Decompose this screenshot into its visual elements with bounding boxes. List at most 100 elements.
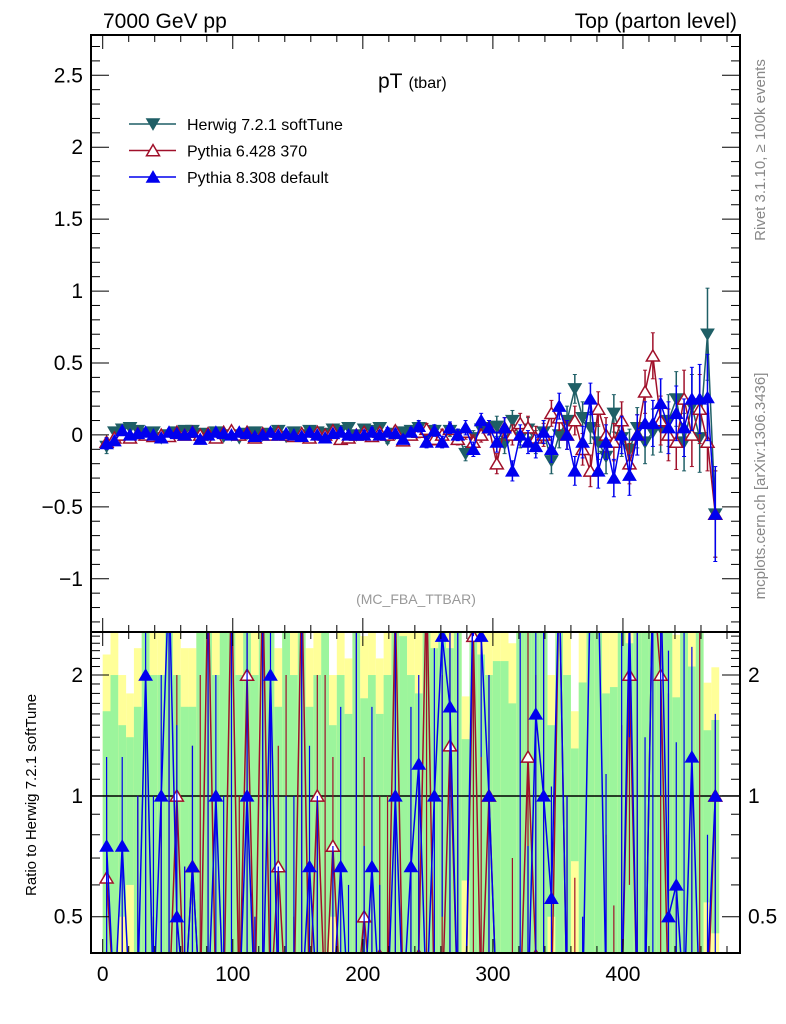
data-point <box>488 456 505 470</box>
header-right: Top (parton level) <box>575 10 737 33</box>
ratio-point <box>426 789 442 802</box>
ratio-point <box>185 859 200 873</box>
ratio-tick-label: 0.5 <box>54 906 83 929</box>
plot-title: pT (tbar) <box>378 70 447 93</box>
ratio-point <box>544 891 559 905</box>
ratio-point <box>208 789 224 802</box>
ratio-band-inner <box>219 632 228 953</box>
legend-marker <box>145 143 161 157</box>
ratio-point <box>668 878 684 891</box>
ratio-plot-frame <box>90 631 741 954</box>
ratio-band-inner <box>344 713 353 953</box>
legend-label: Herwig 7.2.1 softTune <box>187 117 343 134</box>
data-point <box>442 420 458 434</box>
data-point <box>434 435 450 448</box>
ratio-point <box>99 839 114 852</box>
ratio-point <box>302 859 317 873</box>
y-tick-label: 0 <box>71 424 83 447</box>
ratio-point <box>684 750 700 763</box>
ratio-point <box>442 699 458 713</box>
data-point <box>567 464 583 477</box>
data-point <box>364 425 380 438</box>
ratio-band-inner <box>555 632 564 953</box>
data-point <box>450 428 466 441</box>
ratio-point <box>114 839 130 852</box>
data-point <box>395 432 411 445</box>
ratio-point <box>661 909 676 923</box>
ratio-band-inner <box>180 706 189 953</box>
data-point <box>309 428 325 441</box>
ratio-band-inner <box>399 636 408 953</box>
legend-marker <box>145 170 161 183</box>
ratio-y-axis-label: Ratio to Herwig 7.2.1 softTune <box>23 694 40 896</box>
legend-label: Pythia 6.428 370 <box>187 144 307 161</box>
data-point <box>598 435 614 448</box>
plot-title-main: pT <box>378 70 403 93</box>
series-pythia8 <box>99 353 723 563</box>
y-tick-label: 1.5 <box>54 208 83 231</box>
ratio-series-pythia8 <box>99 632 723 953</box>
data-point <box>473 413 489 427</box>
ratio-tick-label: 1 <box>71 785 83 808</box>
data-point <box>239 426 255 440</box>
data-point <box>590 464 606 477</box>
data-point <box>551 399 567 412</box>
legend: Herwig 7.2.1 softTune Pythia 6.428 370 Pyt… <box>129 117 343 187</box>
data-point <box>567 383 583 396</box>
ratio-band-inner <box>609 687 618 953</box>
ratio-band-inner <box>461 739 470 881</box>
ratio-band-inner <box>492 661 501 953</box>
data-point <box>637 384 653 398</box>
data-point <box>185 425 200 438</box>
data-point <box>583 392 598 405</box>
data-point <box>411 419 427 432</box>
ratio-band-inner <box>110 675 119 953</box>
data-point <box>668 406 684 420</box>
x-tick-label: 100 <box>215 963 250 986</box>
data-point <box>684 427 700 441</box>
data-point <box>489 420 505 434</box>
data-point <box>419 435 434 448</box>
legend-label: Pythia 8.308 default <box>187 170 329 187</box>
data-point <box>668 434 685 449</box>
data-point <box>497 420 512 434</box>
ratio-point <box>403 859 419 873</box>
ratio-tick-label-right: 1 <box>748 785 760 808</box>
ratio-point <box>263 668 278 681</box>
data-point <box>606 407 622 421</box>
data-point <box>481 420 497 434</box>
y-tick-label: 0.5 <box>54 352 83 375</box>
y-tick-label: 1 <box>71 280 83 303</box>
side-label-rivet: Rivet 3.1.10, ≥ 100k events <box>752 59 769 241</box>
y-tick-label: −1 <box>59 568 83 591</box>
data-point <box>645 348 661 362</box>
header-left: 7000 GeV pp <box>103 10 227 33</box>
ratio-point <box>411 757 427 770</box>
data-point <box>700 390 715 404</box>
data-point <box>505 414 520 428</box>
data-point <box>466 442 481 456</box>
data-point <box>107 433 122 447</box>
ratio-point <box>153 789 169 802</box>
ratio-point <box>520 749 536 763</box>
data-point <box>387 426 403 440</box>
x-tick-label: 200 <box>345 963 380 986</box>
side-label-mcplots: mcplots.cern.ch [arXiv:1306.3436] <box>752 373 769 600</box>
ratio-point <box>387 789 403 802</box>
data-point <box>489 435 505 448</box>
data-point <box>614 428 630 441</box>
x-tick-label: 400 <box>605 963 640 986</box>
ratio-band-inner <box>250 675 259 953</box>
ratio-band-inner <box>508 703 517 953</box>
data-point <box>700 328 715 342</box>
ratio-point <box>138 668 153 681</box>
data-point <box>302 425 317 438</box>
data-point <box>138 425 153 438</box>
ratio-point <box>707 789 723 802</box>
data-point <box>505 464 520 477</box>
data-point <box>543 406 560 420</box>
ratio-point <box>364 859 380 873</box>
y-tick-label: 2.5 <box>54 64 83 87</box>
data-point <box>645 416 661 430</box>
